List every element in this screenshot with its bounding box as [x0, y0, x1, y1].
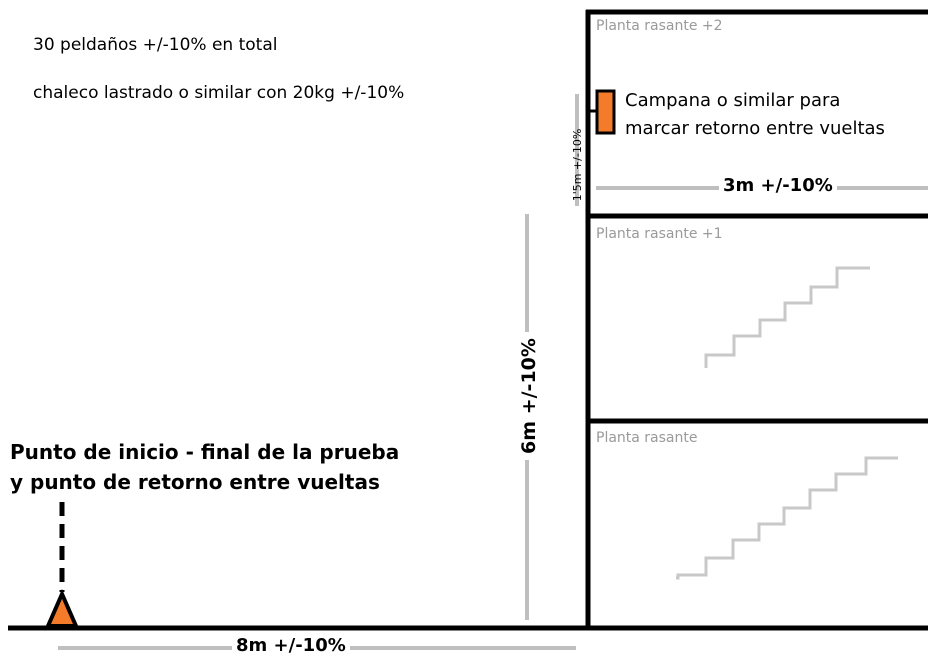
- start-point-label: Punto de inicio - final de la prueba y p…: [10, 437, 399, 497]
- bell-label: Campana o similar para marcar retorno en…: [625, 87, 885, 143]
- start-triangle-icon: [44, 589, 80, 628]
- platform-dimension-label: 3m +/-10%: [719, 175, 837, 196]
- bell-height-dimension-label: 1'5m +/-10%: [571, 128, 584, 202]
- stairs-ground-floor: [676, 456, 898, 580]
- floor-label-ground: Planta rasante: [596, 430, 698, 446]
- bell-label-line2: marcar retorno entre vueltas: [625, 118, 885, 139]
- width-dimension-label: 8m +/-10%: [232, 635, 350, 656]
- vest-note: chaleco lastrado o similar con 20kg +/-1…: [33, 83, 405, 103]
- steps-note: 30 peldaños +/-10% en total: [33, 35, 278, 55]
- start-point-line1: Punto de inicio - final de la prueba: [10, 440, 400, 464]
- stairs-middle-floor: [704, 266, 870, 368]
- floor-label-top: Planta rasante +2: [596, 18, 723, 34]
- bell-marker-icon: [595, 89, 616, 135]
- bell-label-line1: Campana o similar para: [625, 90, 841, 111]
- floor-label-middle: Planta rasante +1: [596, 226, 723, 242]
- height-dimension-label: 6m +/-10%: [518, 332, 544, 460]
- start-point-line2: y punto de retorno entre vueltas: [10, 470, 380, 494]
